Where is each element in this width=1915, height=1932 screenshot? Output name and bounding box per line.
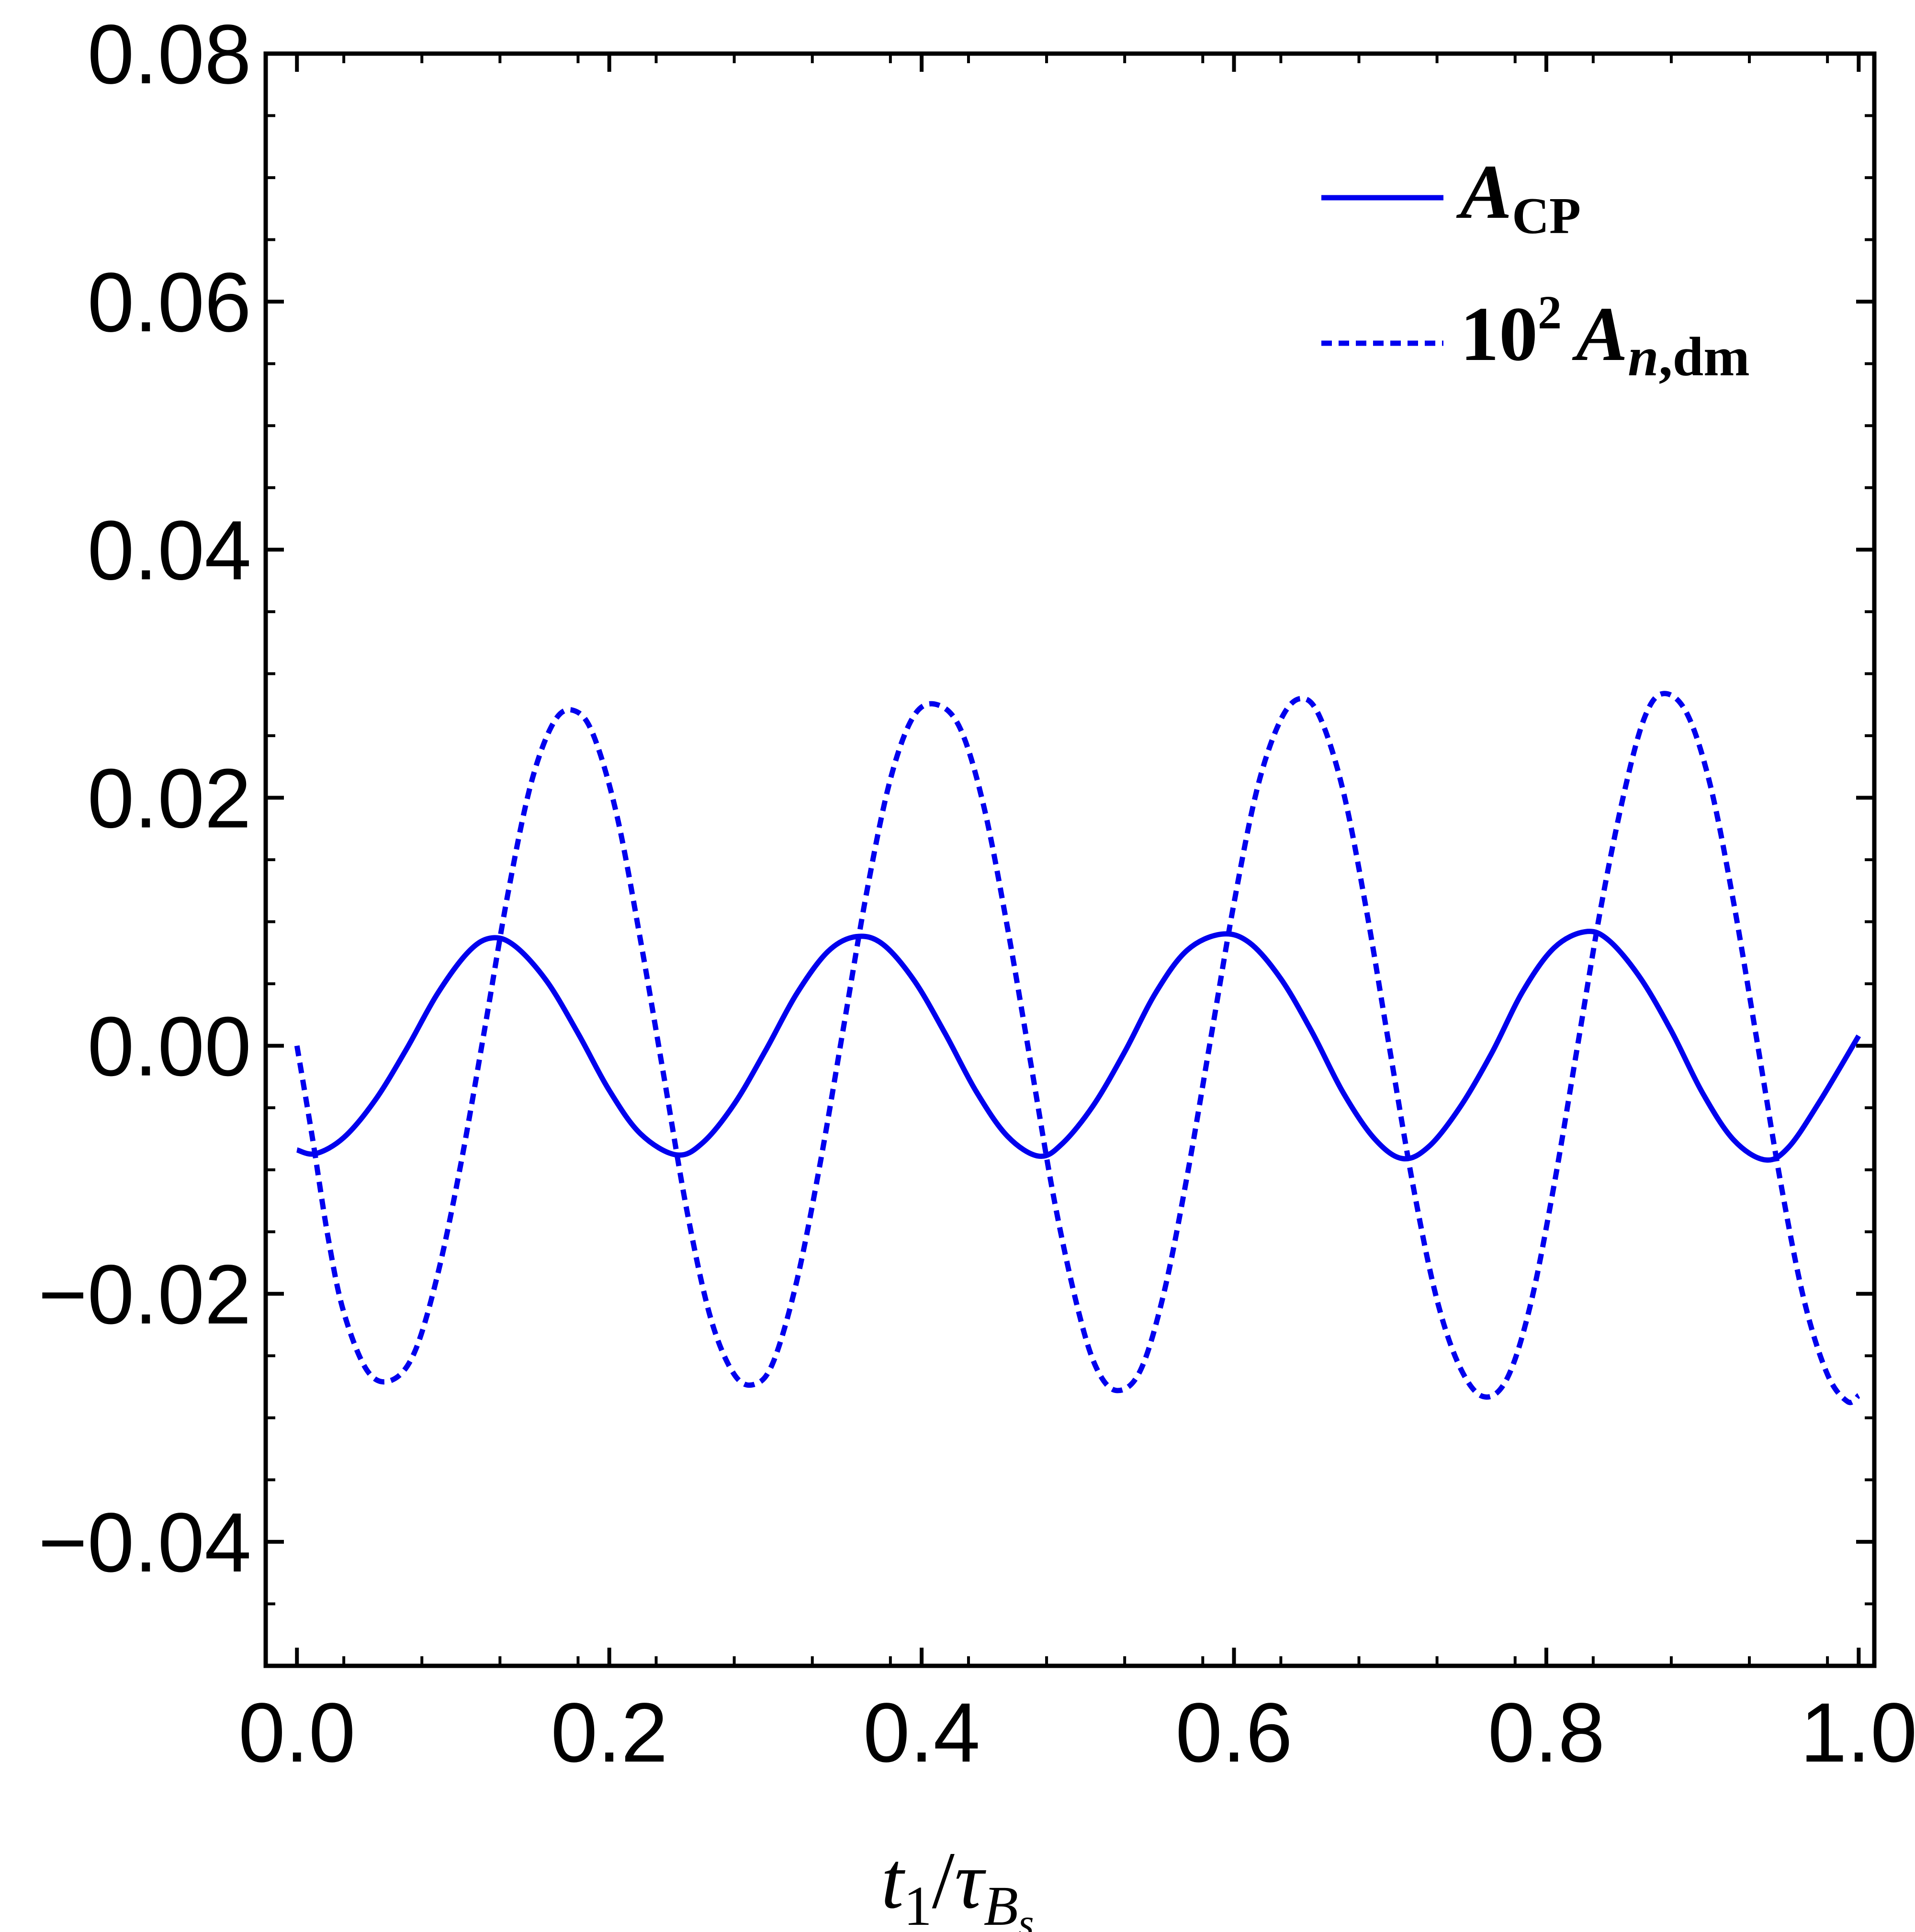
- series-layer: [294, 691, 1861, 1405]
- series-andm-line: [294, 691, 1861, 1405]
- axis-ticks: [264, 52, 1874, 1667]
- x-axis-title: t1/τBs: [881, 1835, 1034, 1932]
- x-tick-label: 0.2: [551, 1686, 668, 1780]
- axis-tick-labels: 0.0 0.2 0.4 0.6 0.8 1.0 −0.04 −0.02 0.00 0.02 0.04…: [38, 8, 1915, 1780]
- y-tick-label: −0.02: [38, 1248, 251, 1342]
- legend-label-andm: 102 An,dm: [1460, 286, 1750, 388]
- y-tick-label: −0.04: [38, 1496, 251, 1590]
- y-tick-label: 0.00: [87, 1000, 251, 1094]
- y-tick-label: 0.08: [87, 8, 251, 101]
- x-tick-label: 0.8: [1488, 1686, 1605, 1780]
- legend-label-acp: ACP: [1456, 149, 1581, 245]
- x-tick-label: 1.0: [1800, 1686, 1915, 1780]
- x-tick-label: 0.4: [863, 1686, 980, 1780]
- x-tick-label: 0.6: [1175, 1686, 1293, 1780]
- x-tick-label: 0.0: [238, 1686, 356, 1780]
- legend: ACP 102 An,dm: [1321, 149, 1750, 388]
- plot-frame: [263, 51, 1877, 1668]
- series-acp-line: [296, 929, 1861, 1163]
- y-tick-label: 0.06: [87, 256, 251, 349]
- y-tick-label: 0.04: [87, 504, 251, 597]
- y-tick-label: 0.02: [87, 752, 251, 845]
